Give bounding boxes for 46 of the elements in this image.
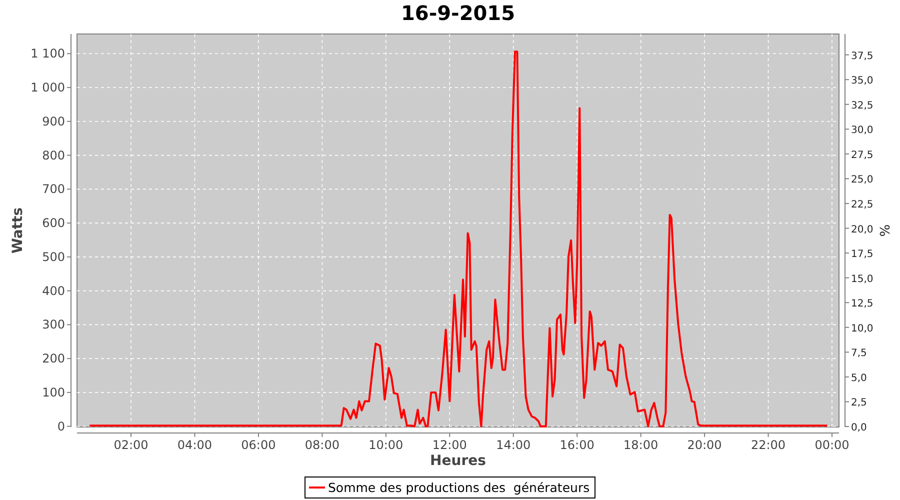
y2-tick-label: 25,0 — [851, 174, 874, 186]
x-tick-label: 08:00 — [304, 438, 340, 452]
x-tick-label: 20:00 — [687, 438, 722, 452]
y2-tick-label: 12,5 — [851, 298, 874, 310]
chart-title: 16-9-2015 — [400, 1, 516, 25]
y-axis-title: Watts — [10, 207, 26, 254]
y-tick-label: 800 — [42, 148, 65, 162]
line-series — [88, 50, 828, 428]
y2-tick-label: 35,0 — [851, 76, 874, 87]
y-tick-label: 100 — [42, 385, 65, 400]
y2-tick-label: 20,0 — [851, 224, 874, 236]
y2-tick-label: 37,5 — [851, 50, 874, 62]
y-tick-label: 700 — [42, 182, 65, 196]
y2-tick-label: 5,0 — [851, 372, 867, 384]
y-tick-label: 1 100 — [30, 46, 65, 61]
x-tick-label: 14:00 — [496, 438, 531, 452]
y2-tick-label: 10,0 — [851, 323, 874, 334]
y2-tick-label: 30,0 — [851, 125, 874, 136]
x-tick-label: 16:00 — [560, 438, 594, 452]
y-tick-label: 200 — [42, 352, 65, 366]
x-tick-label: 12:00 — [432, 438, 467, 452]
x-tick-label: 04:00 — [177, 438, 212, 452]
y2-tick-label: 17,5 — [851, 249, 874, 260]
x-tick-label: 18:00 — [624, 438, 658, 452]
y2-tick-label: 2,5 — [851, 398, 867, 409]
y-tick-label: 600 — [42, 216, 65, 230]
y-tick-label: 500 — [42, 250, 65, 264]
x-tick-label: 06:00 — [241, 438, 276, 452]
x-axis-title: Heures — [430, 453, 486, 469]
y-tick-label: 1 000 — [30, 80, 65, 95]
y-tick-label: 300 — [42, 318, 65, 332]
y2-axis-title: % — [876, 224, 891, 237]
y-tick-label: 400 — [42, 284, 65, 298]
y-tick-label: 900 — [42, 114, 65, 128]
y2-tick-label: 15,0 — [851, 274, 874, 285]
y-tick-label: 0 — [57, 419, 65, 434]
x-tick-label: 10:00 — [368, 438, 404, 452]
y2-tick-label: 32,5 — [851, 100, 874, 112]
y2-tick-label: 22,5 — [851, 199, 874, 210]
y2-tick-label: 27,5 — [851, 150, 874, 161]
y2-tick-label: 0,0 — [851, 422, 867, 434]
y2-tick-label: 7,5 — [851, 348, 867, 360]
legend-label: Somme des productions des générateurs — [328, 480, 590, 495]
x-tick-label: 22:00 — [750, 438, 786, 452]
x-tick-label: 00:00 — [814, 438, 850, 452]
x-tick-label: 02:00 — [114, 438, 148, 452]
